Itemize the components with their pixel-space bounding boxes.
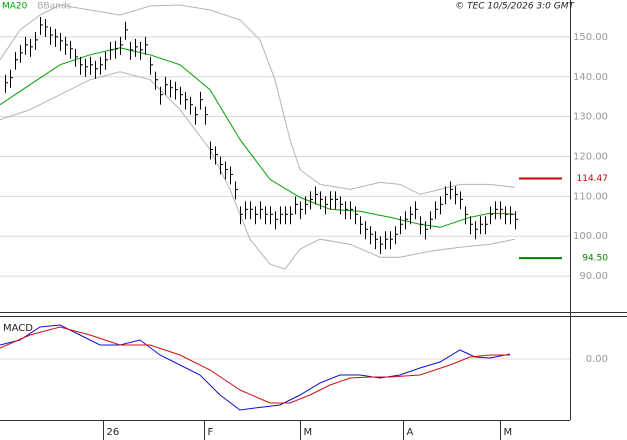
line — [0, 71, 516, 270]
level-label: 94.50 — [582, 254, 608, 264]
y-tick-label: 90.00 — [579, 271, 608, 282]
panel-title: MACD — [3, 323, 33, 334]
level-label: 114.47 — [577, 174, 609, 184]
y-tick-label: 100.00 — [573, 231, 608, 242]
legend-entry: MA20 — [2, 2, 28, 12]
x-tick-label: M — [304, 427, 313, 438]
x-tick-label: 26 — [107, 427, 120, 438]
line — [0, 324, 511, 411]
y-tick-label: 140.00 — [573, 72, 608, 83]
legend-entry: BBands — [37, 2, 71, 12]
x-tick-label: M — [504, 427, 513, 438]
line — [0, 47, 516, 228]
x-tick-label: F — [208, 427, 214, 438]
line — [0, 4, 516, 195]
line — [0, 326, 510, 404]
y-tick-label: 0.00 — [586, 354, 608, 365]
y-tick-label: 120.00 — [573, 151, 608, 162]
y-tick-label: 150.00 — [573, 32, 608, 43]
y-tick-label: 110.00 — [573, 191, 608, 202]
y-tick-label: 130.00 — [573, 112, 608, 123]
source: © TEC 10/5/2026 3:0 GMT — [455, 2, 575, 12]
x-tick-label: A — [407, 427, 414, 438]
